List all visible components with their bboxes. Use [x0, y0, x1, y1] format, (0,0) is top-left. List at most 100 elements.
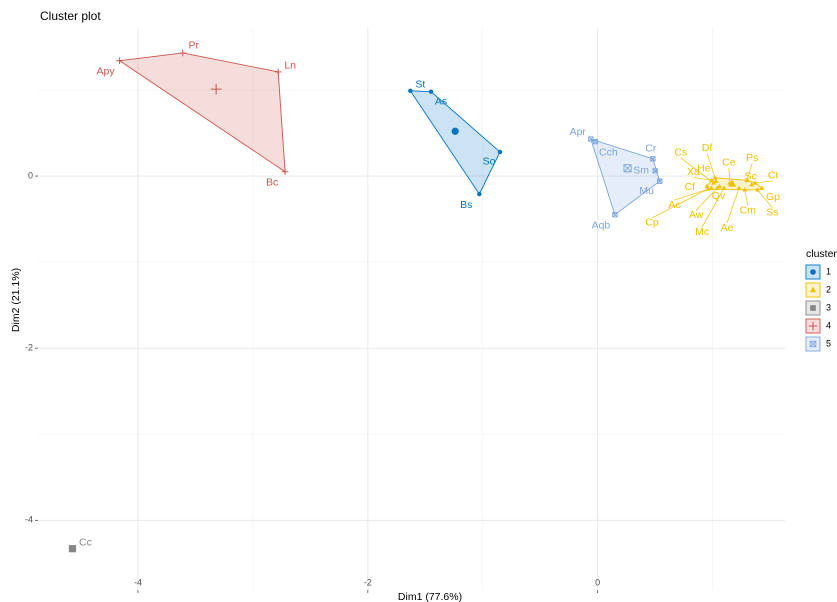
label-leader	[695, 187, 718, 211]
point	[477, 191, 482, 197]
legend-symbol	[809, 286, 817, 293]
point-label: Bs	[460, 199, 472, 211]
point-label: Bc	[266, 177, 278, 189]
point-label: Ps	[746, 152, 758, 164]
label-leader	[744, 189, 749, 206]
legend-symbol	[808, 321, 818, 331]
point-label: Sm	[633, 165, 649, 177]
point-label: Ln	[284, 60, 296, 72]
label-leader	[651, 188, 709, 219]
point-label: Apy	[97, 65, 116, 77]
grid	[38, 28, 785, 590]
y-tick-label: 0	[28, 170, 33, 180]
centroid	[68, 545, 77, 553]
point-label: Ce	[722, 157, 736, 169]
point-label: Cr	[645, 143, 657, 155]
legend-symbol	[810, 269, 816, 275]
legend-label: 1	[826, 266, 831, 276]
label-leader	[755, 180, 774, 184]
point-label: Cm	[740, 205, 757, 217]
point-label: Qv	[712, 190, 726, 202]
point	[650, 156, 656, 162]
points	[68, 49, 765, 553]
point	[754, 187, 760, 192]
point-label: Sc	[745, 170, 757, 182]
point	[749, 181, 755, 187]
point-label: Xa	[687, 166, 700, 178]
point-label: Df	[702, 142, 713, 154]
label-leader	[757, 189, 773, 209]
legend-title: cluster	[806, 248, 837, 260]
centroid	[451, 127, 459, 135]
point-label: Mc	[695, 226, 709, 238]
point	[179, 49, 187, 57]
label-leader	[746, 163, 753, 181]
point-label: Ac	[668, 199, 680, 211]
point-label: Ss	[766, 207, 778, 219]
label-leader	[693, 176, 712, 181]
point	[408, 88, 413, 94]
point	[711, 180, 717, 185]
point	[717, 183, 722, 189]
x-tick-label: 0	[595, 577, 600, 587]
point-label: So	[483, 156, 496, 168]
point-label: As	[435, 95, 447, 107]
label-leader	[706, 153, 717, 182]
x-tick-label: -4	[134, 577, 142, 587]
point-label: He	[697, 163, 711, 175]
point	[709, 177, 714, 183]
point	[652, 168, 658, 174]
point	[657, 178, 663, 184]
chart-title: Cluster plot	[40, 9, 101, 23]
point	[592, 138, 599, 145]
point-label: Gp	[766, 191, 780, 203]
point-label: Aqb	[592, 220, 611, 232]
y-tick-label: -4	[25, 515, 33, 525]
point-label: Ct	[768, 170, 779, 182]
point	[736, 185, 742, 190]
point	[612, 212, 618, 218]
point	[752, 180, 758, 185]
label-leader	[680, 157, 714, 184]
point	[281, 168, 289, 176]
point-label: St	[415, 79, 425, 91]
point-label: Apr	[570, 126, 587, 138]
centroid	[728, 179, 737, 187]
point	[721, 185, 727, 190]
point-label: Cf	[685, 181, 696, 193]
point-label: Pr	[189, 40, 200, 52]
point	[116, 57, 123, 65]
label-leader	[726, 187, 740, 224]
y-axis-label: Dim2 (21.1%)	[10, 268, 22, 332]
point-label: Ae	[721, 222, 734, 234]
hulls	[118, 52, 763, 216]
point	[497, 149, 503, 155]
point-label: Cch	[599, 146, 618, 158]
legend-label: 4	[826, 320, 831, 330]
legend-symbol	[809, 340, 817, 348]
x-axis-label: Dim1 (77.6%)	[398, 591, 462, 602]
point	[714, 185, 720, 190]
centroid	[210, 83, 222, 95]
legend-label: 2	[826, 284, 831, 294]
point	[759, 185, 765, 190]
legend-label: 3	[826, 302, 831, 312]
point	[742, 187, 748, 192]
point-label: Cs	[674, 147, 687, 159]
legend-symbol	[810, 305, 816, 311]
point-label: Mu	[639, 185, 654, 197]
point-label: Cp	[645, 217, 659, 229]
point-label: Cc	[79, 536, 92, 548]
point-label: Aw	[689, 209, 704, 221]
legend-label: 5	[826, 338, 831, 348]
label-leader	[701, 187, 725, 228]
y-tick-label: -2	[25, 343, 33, 353]
label-leader	[728, 167, 731, 183]
centroid	[623, 164, 632, 173]
point	[428, 89, 434, 94]
x-tick-label: -2	[364, 577, 372, 587]
point	[274, 68, 282, 76]
